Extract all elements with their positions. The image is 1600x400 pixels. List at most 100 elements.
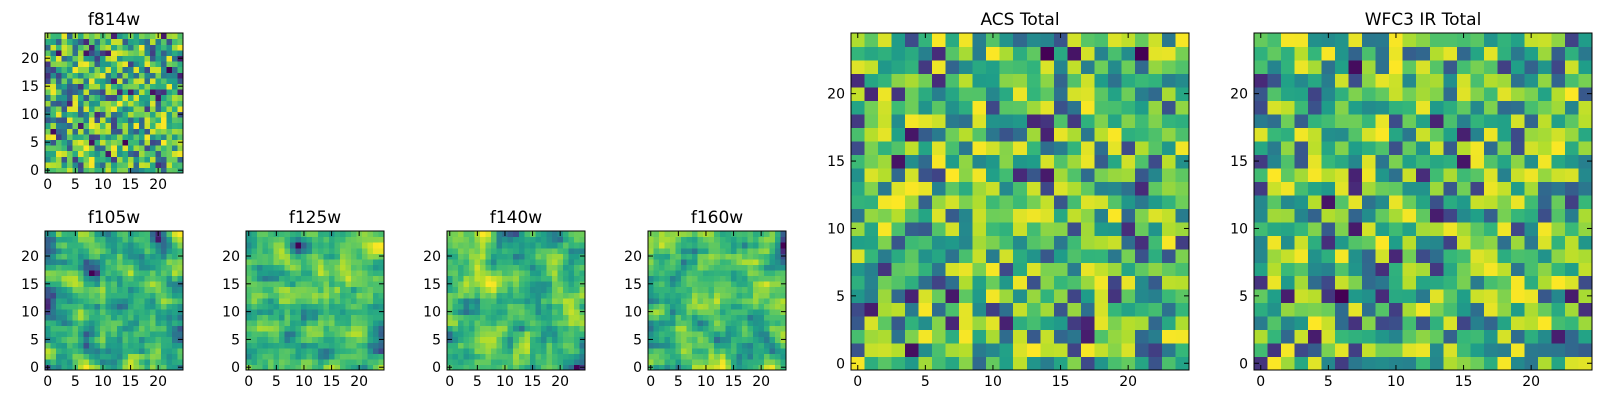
heatmap-cell xyxy=(1362,46,1377,61)
heatmap-cell xyxy=(262,342,269,349)
heatmap-cell xyxy=(758,358,765,366)
heatmap-cell xyxy=(736,319,743,327)
heatmap-cell xyxy=(469,336,476,343)
heatmap-cell xyxy=(133,319,140,327)
heatmap-cell xyxy=(780,331,787,338)
heatmap-cell xyxy=(540,325,547,332)
heatmap-cell xyxy=(686,353,693,360)
heatmap-cell xyxy=(45,258,52,265)
heatmap-cell xyxy=(719,247,726,254)
heatmap-cell xyxy=(878,302,893,317)
heatmap-cell xyxy=(56,167,63,174)
heatmap-cell xyxy=(246,258,253,265)
heatmap-cell xyxy=(891,167,906,182)
heatmap-cell xyxy=(45,94,52,101)
heatmap-cell xyxy=(149,66,156,73)
heatmap-cell xyxy=(540,253,547,260)
heatmap-cell xyxy=(730,308,737,315)
heatmap-cell xyxy=(268,258,275,265)
heatmap-cell xyxy=(67,33,74,40)
heatmap-cell xyxy=(747,297,754,304)
heatmap-cell xyxy=(959,167,974,182)
heatmap-cell xyxy=(551,236,558,243)
heatmap-cell xyxy=(1148,235,1163,250)
heatmap-cell xyxy=(1510,86,1525,101)
heatmap-cell xyxy=(246,342,253,349)
heatmap-cell xyxy=(714,364,721,371)
heatmap-cell xyxy=(290,325,297,332)
heatmap-cell xyxy=(45,156,52,163)
heatmap-cell xyxy=(100,83,107,90)
heatmap-cell xyxy=(166,347,173,354)
heatmap-cell xyxy=(1134,248,1150,263)
heatmap-cell xyxy=(1578,46,1593,61)
heatmap-cell xyxy=(653,264,660,271)
heatmap-cell xyxy=(725,353,732,360)
heatmap-cell xyxy=(257,331,264,338)
heatmap-cell xyxy=(1053,33,1068,48)
heatmap-cell xyxy=(317,347,324,354)
heatmap-cell xyxy=(1281,194,1296,209)
heatmap-cell xyxy=(1321,235,1336,250)
heatmap-cell xyxy=(306,347,313,354)
heatmap-cell xyxy=(361,347,369,354)
heatmap-cell xyxy=(703,308,710,315)
heatmap-cell xyxy=(1497,46,1512,61)
heatmap-cell xyxy=(458,231,465,238)
heatmap-cell xyxy=(546,247,553,254)
heatmap-cell xyxy=(518,358,525,366)
heatmap-cell xyxy=(306,314,313,321)
heatmap-cell xyxy=(144,117,151,124)
heatmap-cell xyxy=(50,358,57,366)
heatmap-cell xyxy=(752,231,759,238)
heatmap-cell xyxy=(513,336,520,343)
heatmap-cell xyxy=(1161,167,1177,182)
heatmap-cell xyxy=(918,208,933,223)
heatmap-cell xyxy=(986,221,1001,236)
heatmap-cell xyxy=(747,303,754,310)
heatmap-cell xyxy=(725,242,732,249)
heatmap-cell xyxy=(367,331,374,338)
heatmap-cell xyxy=(546,269,553,277)
heatmap-cell xyxy=(579,242,586,249)
heatmap-cell xyxy=(1389,154,1404,169)
heatmap-cell xyxy=(94,167,101,174)
heatmap-cell xyxy=(681,264,688,271)
y-tick-label: 20 xyxy=(222,249,240,265)
heatmap-cell xyxy=(160,161,168,168)
heatmap-cell xyxy=(149,133,156,140)
heatmap-cell xyxy=(741,258,748,265)
heatmap-cell xyxy=(1053,181,1068,196)
x-tick-label: 10 xyxy=(697,374,715,390)
heatmap-cell xyxy=(458,331,465,338)
heatmap-cell xyxy=(546,342,553,349)
heatmap-cell xyxy=(551,336,558,343)
heatmap-cell xyxy=(692,242,699,249)
heatmap-cell xyxy=(878,194,893,209)
heatmap-cell xyxy=(496,331,503,338)
heatmap-cell xyxy=(1067,100,1082,115)
heatmap-cell xyxy=(1107,221,1122,236)
heatmap-cell xyxy=(703,303,710,310)
heatmap-cell xyxy=(1578,248,1593,263)
heatmap-cell xyxy=(986,73,1001,88)
heatmap-cell xyxy=(67,150,74,157)
heatmap-cell xyxy=(959,343,974,358)
heatmap-cell xyxy=(317,292,324,299)
heatmap-cell xyxy=(105,347,112,354)
heatmap-cell xyxy=(1053,208,1068,223)
heatmap-cell xyxy=(50,133,57,140)
heatmap-cell xyxy=(144,358,151,366)
heatmap-cell xyxy=(1321,194,1336,209)
heatmap-cell xyxy=(736,358,743,366)
heatmap-cell xyxy=(1564,316,1580,331)
heatmap-cell xyxy=(708,331,715,338)
heatmap-cell xyxy=(1308,221,1323,236)
heatmap-cell xyxy=(100,347,107,354)
heatmap-cell xyxy=(350,275,357,282)
heatmap-cell xyxy=(452,364,459,371)
heatmap-cell xyxy=(100,331,107,338)
heatmap-cell xyxy=(1294,33,1309,48)
heatmap-cell xyxy=(122,358,129,366)
